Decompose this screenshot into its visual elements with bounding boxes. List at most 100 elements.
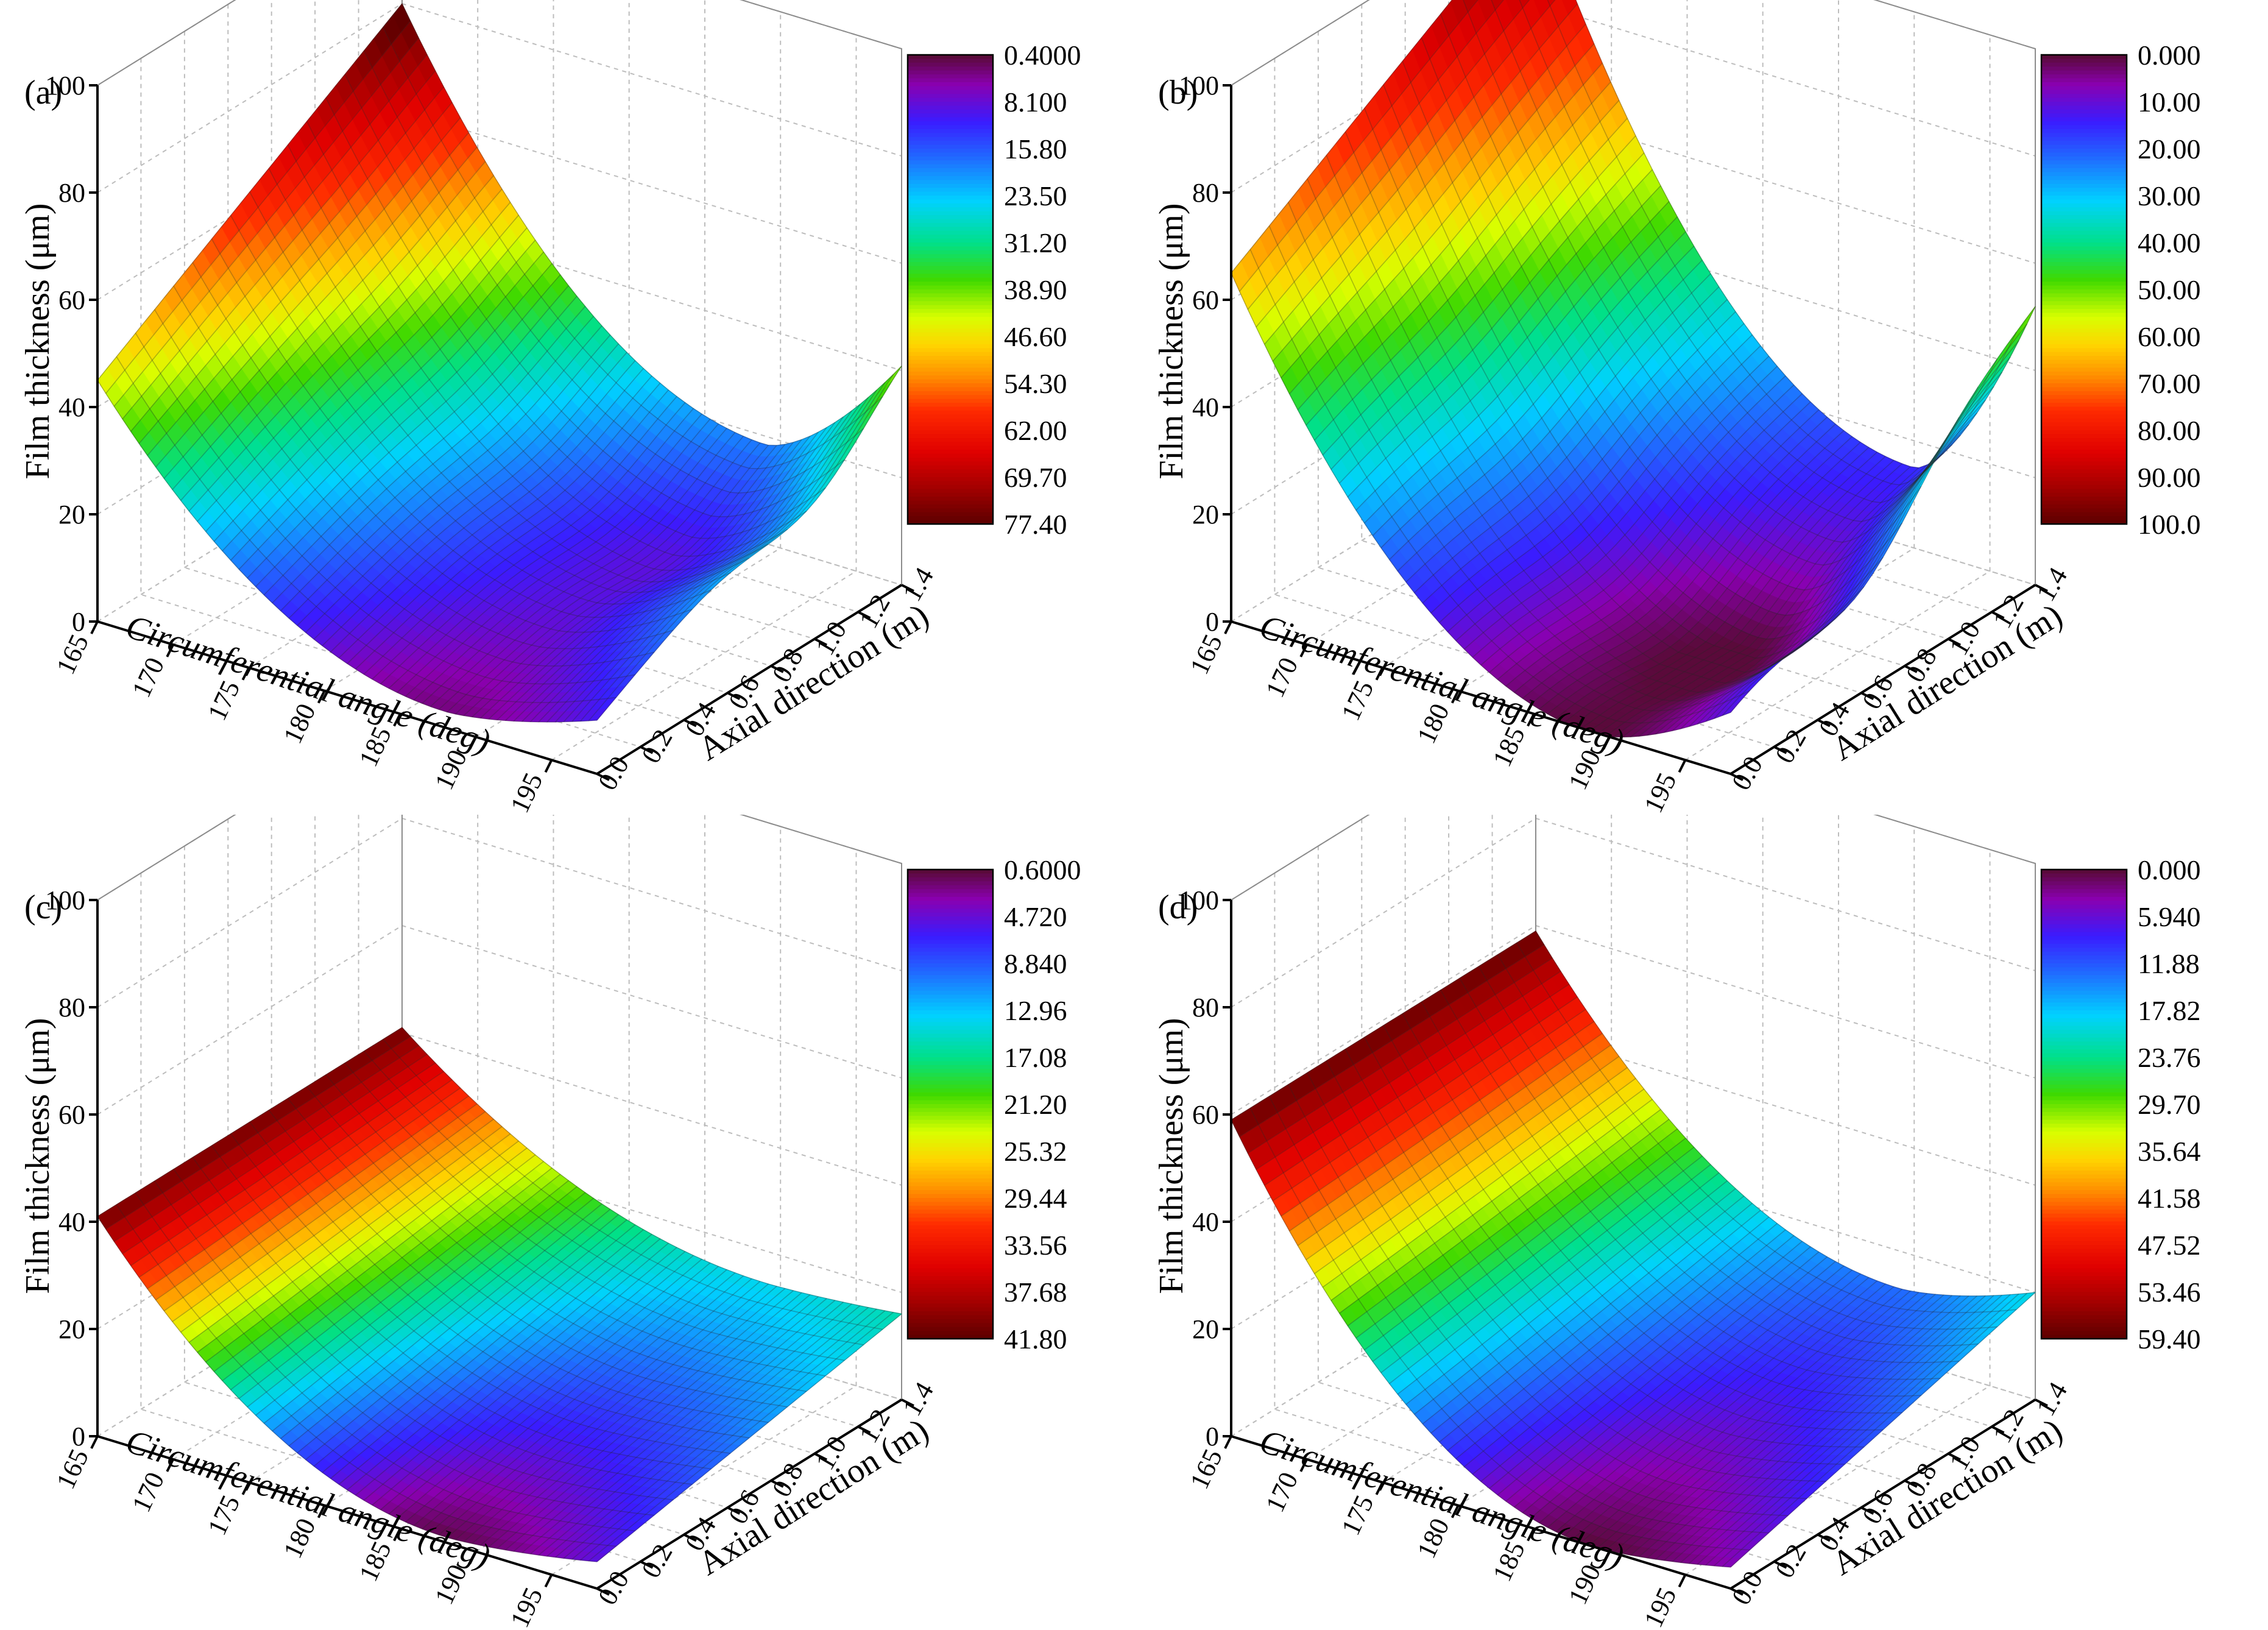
colorbar-label: 90.00 bbox=[2138, 462, 2201, 493]
colorbar-segment bbox=[2041, 285, 2127, 290]
mesh-line bbox=[363, 389, 669, 675]
colorbar-segment bbox=[2041, 461, 2127, 466]
colorbar-segment bbox=[2041, 196, 2127, 200]
colorbar-segment bbox=[908, 235, 993, 239]
box-top-edge bbox=[1231, 0, 2036, 585]
mesh-line bbox=[268, 168, 769, 583]
colorbar-segment bbox=[2041, 121, 2127, 126]
colorbar-segment bbox=[908, 461, 993, 466]
surface-cell bbox=[2017, 306, 2036, 337]
colorbar-segment bbox=[908, 66, 993, 71]
z-tick-label: 40 bbox=[1192, 392, 1219, 422]
colorbar-segment bbox=[908, 191, 993, 196]
colorbar-segment bbox=[908, 481, 993, 486]
colorbar-segment bbox=[2041, 445, 2127, 451]
colorbar-segment bbox=[908, 164, 993, 169]
x-axis bbox=[97, 620, 598, 775]
y-tick-label: 1.4 bbox=[897, 562, 939, 606]
colorbar-segment bbox=[908, 188, 993, 193]
colorbar-segment bbox=[2041, 207, 2127, 212]
colorbar-segment bbox=[2041, 66, 2127, 71]
colorbar-segment bbox=[908, 379, 993, 384]
colorbar-segment bbox=[908, 136, 993, 142]
colorbar-segment bbox=[908, 203, 993, 208]
mesh-line bbox=[211, 238, 712, 618]
colorbar-segment bbox=[908, 321, 993, 325]
colorbar-segment bbox=[2041, 219, 2127, 224]
colorbar-segment bbox=[2041, 211, 2127, 216]
colorbar-segment bbox=[908, 227, 993, 232]
x-tick-label: 170 bbox=[126, 653, 170, 702]
x-tick-label: 165 bbox=[51, 630, 94, 679]
colorbar-label: 69.70 bbox=[1004, 462, 1067, 493]
y-tick bbox=[901, 584, 914, 592]
colorbar-segment bbox=[2041, 168, 2127, 173]
colorbar-segment bbox=[908, 403, 993, 408]
colorbar-segment bbox=[2041, 375, 2127, 380]
mesh-line bbox=[338, 368, 644, 659]
mesh-line bbox=[438, 436, 744, 710]
mesh-line bbox=[116, 356, 616, 703]
colorbar-segment bbox=[908, 422, 993, 427]
colorbar-segment bbox=[2041, 141, 2127, 146]
film-surface bbox=[97, 3, 902, 723]
colorbar-frame bbox=[906, 54, 994, 525]
colorbar-segment bbox=[2041, 516, 2127, 521]
colorbar-segment bbox=[908, 457, 993, 462]
colorbar-segment bbox=[2041, 243, 2127, 247]
colorbar-segment bbox=[908, 152, 993, 157]
mesh-line bbox=[563, 397, 869, 723]
colorbar-segment bbox=[2041, 352, 2127, 357]
mesh-line bbox=[488, 442, 794, 720]
colorbar-segment bbox=[908, 473, 993, 478]
colorbar-segment bbox=[908, 282, 993, 286]
colorbar-segment bbox=[2041, 180, 2127, 185]
colorbar-segment bbox=[2041, 430, 2127, 435]
colorbar-segment bbox=[2041, 230, 2127, 236]
colorbar-segment bbox=[2041, 328, 2127, 333]
colorbar-segment bbox=[2041, 172, 2127, 177]
colorbar-label: 100.0 bbox=[2138, 509, 2201, 540]
colorbar-segment bbox=[908, 243, 993, 247]
z-tick-label: 60 bbox=[1192, 285, 1219, 315]
colorbar-segment bbox=[2041, 86, 2127, 91]
y-tick bbox=[814, 637, 828, 647]
colorbar-segment bbox=[2041, 58, 2127, 63]
y-axis-title: Axial direction (m) bbox=[692, 597, 935, 768]
mesh-line bbox=[230, 215, 731, 605]
mesh-line bbox=[313, 343, 619, 640]
colorbar-segment bbox=[2041, 282, 2127, 286]
colorbar-segment bbox=[908, 180, 993, 185]
mesh-line bbox=[546, 410, 852, 723]
colorbar-segment bbox=[2041, 105, 2127, 110]
colorbar-segment bbox=[908, 305, 993, 310]
colorbar: 0.40008.10015.8023.5031.2038.9046.6054.3… bbox=[906, 40, 1081, 540]
colorbar-segment bbox=[2041, 367, 2127, 372]
mesh-line bbox=[263, 285, 569, 595]
z-tick-label: 80 bbox=[58, 178, 85, 208]
colorbar-label: 10.00 bbox=[2138, 87, 2201, 118]
x-tick-label: 195 bbox=[504, 768, 548, 815]
colorbar-segment bbox=[908, 469, 993, 474]
colorbar-segment bbox=[2041, 136, 2127, 142]
colorbar-segment bbox=[2041, 477, 2127, 482]
colorbar-segment bbox=[908, 129, 993, 134]
colorbar-segment bbox=[908, 489, 993, 494]
colorbar-segment bbox=[2041, 305, 2127, 310]
colorbar-segment bbox=[908, 450, 993, 455]
colorbar-segment bbox=[908, 445, 993, 451]
x-tick-label: 165 bbox=[1184, 630, 1228, 679]
y-tick bbox=[857, 611, 871, 620]
colorbar-label: 46.60 bbox=[1004, 321, 1067, 352]
colorbar-segment bbox=[908, 360, 993, 364]
mesh-line bbox=[249, 191, 750, 594]
colorbar-segment bbox=[908, 246, 993, 251]
colorbar-segment bbox=[908, 94, 993, 99]
colorbar-segment bbox=[908, 293, 993, 298]
colorbar-segment bbox=[2041, 78, 2127, 83]
colorbar-segment bbox=[2041, 492, 2127, 498]
y-tick bbox=[596, 773, 610, 781]
x-tick-label: 170 bbox=[1260, 653, 1304, 702]
colorbar-segment bbox=[2041, 113, 2127, 118]
